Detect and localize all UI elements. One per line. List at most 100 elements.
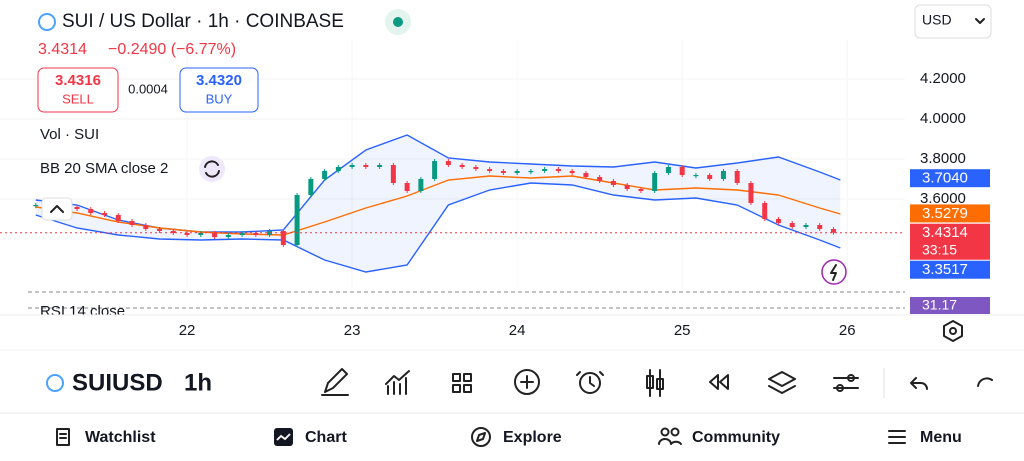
- currency-select[interactable]: [914, 4, 992, 39]
- y-tick-label: 4.2000: [920, 70, 966, 87]
- y-tick-label: 4.0000: [920, 110, 966, 127]
- candle-body: [33, 205, 39, 207]
- candle-body: [115, 215, 121, 221]
- templates-tool[interactable]: [452, 373, 472, 393]
- price-change: −0.2490 (−6.77%): [108, 41, 236, 58]
- undo-tool[interactable]: [910, 377, 928, 390]
- candle-body: [762, 203, 768, 219]
- candle-body: [390, 165, 396, 183]
- candle-body: [308, 179, 314, 195]
- x-tick-label: 26: [839, 322, 856, 339]
- band-fill: [35, 135, 841, 272]
- collapse-icon: [50, 205, 64, 213]
- sell-button[interactable]: [37, 67, 119, 113]
- candle-body: [597, 177, 603, 181]
- toolbar-interval[interactable]: 1h: [184, 369, 212, 396]
- bb-legend[interactable]: BB 20 SMA close 2: [40, 160, 168, 177]
- candle-body: [473, 167, 479, 169]
- lightning-icon: [830, 264, 837, 281]
- candle-body: [693, 175, 699, 177]
- candle-body: [610, 181, 616, 185]
- price-axis: 4.2000 4.0000 3.8000 3.6000 3.7040 3.5279 3.43…: [910, 70, 990, 279]
- alert-tool[interactable]: [579, 372, 601, 394]
- settings-button[interactable]: [943, 320, 963, 342]
- currency: USD: [922, 12, 952, 28]
- candle-body: [239, 233, 245, 235]
- sync-button[interactable]: [199, 156, 225, 182]
- rsi-tag: [910, 297, 990, 314]
- sell-label: SELL: [62, 91, 94, 106]
- candle-body: [569, 171, 575, 173]
- x-tick-label: 22: [179, 322, 196, 339]
- candle-body: [129, 221, 135, 225]
- candle-body: [225, 235, 231, 237]
- collapse-button[interactable]: [41, 197, 73, 221]
- coin-icon: [38, 13, 56, 31]
- community-icon-body: [658, 438, 682, 445]
- candle-body: [88, 209, 94, 213]
- candle-body: [253, 233, 259, 235]
- price-tag-label: 3.4314: [922, 224, 968, 241]
- candle-body: [74, 207, 80, 209]
- layers-tool[interactable]: [768, 371, 796, 394]
- price-tag-label: 3.5279: [922, 205, 968, 222]
- rsi-legend[interactable]: RSI 14 close: [40, 303, 125, 320]
- candle-body: [212, 233, 218, 237]
- explore-icon: [471, 427, 491, 447]
- candle-body: [528, 171, 534, 173]
- watchlist-icon: [56, 428, 70, 446]
- chart-type-tool[interactable]: [646, 369, 664, 397]
- candle-body: [157, 229, 163, 231]
- candle-body: [830, 229, 836, 233]
- nav-watchlist[interactable]: Watchlist: [85, 429, 156, 446]
- add-icon: [520, 375, 534, 389]
- candle-body: [500, 171, 506, 173]
- y-tick-label: 3.8000: [920, 150, 966, 167]
- candle-body: [294, 195, 300, 245]
- x-tick-label: 25: [674, 322, 691, 339]
- price-tag: [910, 204, 990, 223]
- candle-body: [555, 169, 561, 171]
- toolbar-symbol[interactable]: SUIUSD: [72, 369, 163, 396]
- volume-legend[interactable]: Vol · SUI: [40, 126, 99, 143]
- nav-chart[interactable]: Chart: [305, 429, 347, 446]
- nav-community[interactable]: Community: [692, 429, 780, 446]
- menu-icon: [888, 430, 906, 444]
- buy-button[interactable]: [179, 67, 259, 113]
- candle-body: [817, 225, 823, 229]
- candle-body: [102, 213, 108, 215]
- y-tick-label: 3.6000: [920, 190, 966, 207]
- nav-menu[interactable]: Menu: [920, 429, 962, 446]
- community-icon: [670, 427, 680, 437]
- price-tag-countdown: 33:15: [922, 241, 957, 257]
- last-price: 3.4314: [38, 41, 87, 58]
- redo-tool[interactable]: [977, 377, 993, 387]
- candle-body: [638, 189, 644, 191]
- candle-body: [775, 219, 781, 223]
- candle-body: [652, 173, 658, 191]
- price-tag: [910, 260, 990, 279]
- candle-body: [789, 223, 795, 227]
- price-tag-label: 3.3517: [922, 261, 968, 278]
- candle-body: [459, 165, 465, 167]
- sync-icon: [204, 160, 220, 178]
- price-pane: [0, 40, 905, 290]
- price-tag: [910, 223, 990, 260]
- settings-dot: [949, 327, 957, 335]
- candle-body: [679, 167, 685, 175]
- add-tool[interactable]: [514, 369, 540, 395]
- nav-explore[interactable]: Explore: [503, 429, 562, 446]
- price-tag: [910, 169, 990, 188]
- candle-body: [624, 185, 630, 189]
- candle-body: [418, 179, 424, 191]
- indicators-tool[interactable]: [385, 370, 410, 395]
- x-tick-label: 24: [509, 322, 526, 339]
- candle-body: [335, 167, 341, 171]
- alert-icon: [576, 371, 604, 387]
- symbol-title[interactable]: SUI / US Dollar · 1h · COINBASE: [62, 11, 344, 32]
- draw-tool[interactable]: [321, 368, 349, 396]
- chart-icon-line: [276, 433, 291, 441]
- replay-tool[interactable]: [709, 374, 729, 390]
- chevron: [975, 18, 985, 24]
